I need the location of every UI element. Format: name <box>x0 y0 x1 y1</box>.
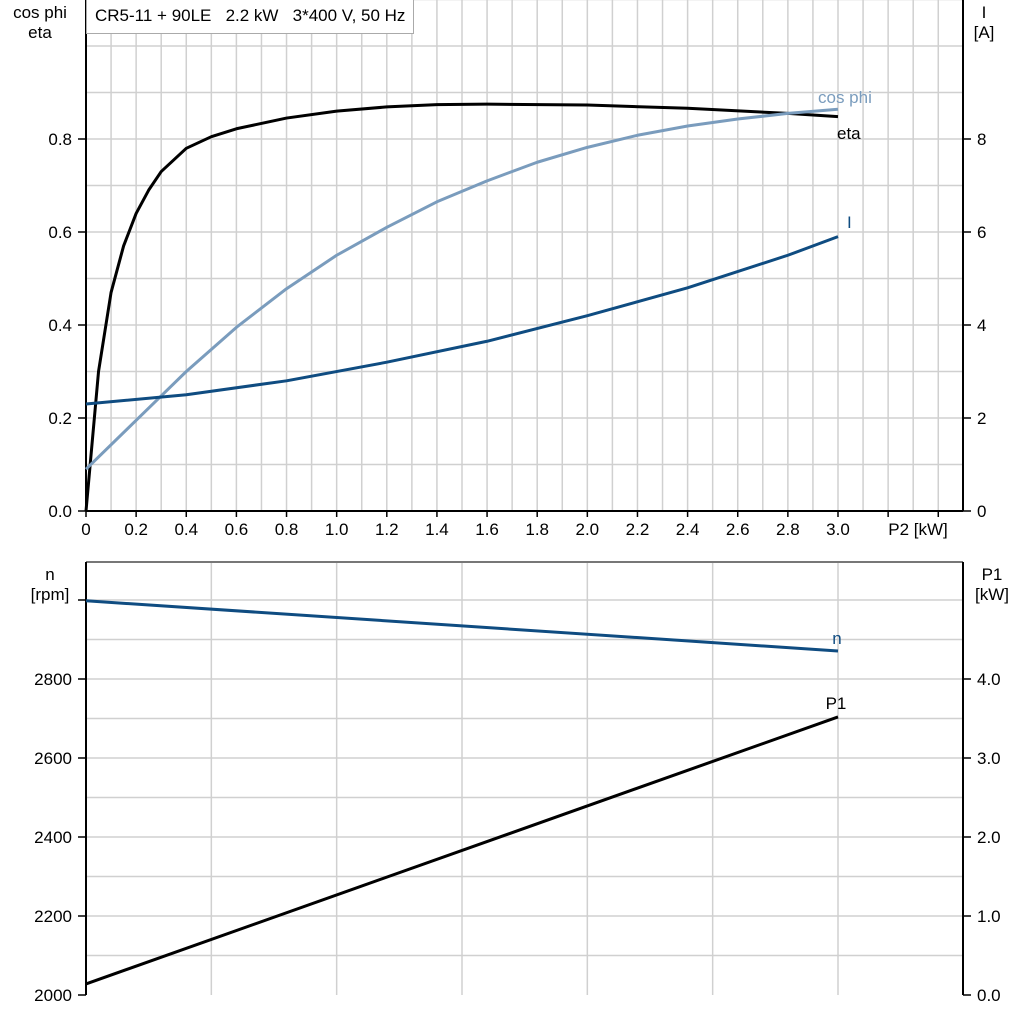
x-tick-label: 1.6 <box>475 520 499 539</box>
x-tick-label: 2.2 <box>626 520 650 539</box>
y-tick-label-left: 0.8 <box>48 130 72 149</box>
x-tick-label: 0 <box>81 520 90 539</box>
y-tick-label-right: 4 <box>977 316 986 335</box>
y-tick-label-left: 2000 <box>34 986 72 1005</box>
chart-title: CR5-11 + 90LE 2.2 kW 3*400 V, 50 Hz <box>86 0 415 34</box>
y-tick-label-left: 0.2 <box>48 409 72 428</box>
y-tick-label-left: 2400 <box>34 828 72 847</box>
series-line-P1 <box>85 715 839 986</box>
x-tick-label: 1.2 <box>375 520 399 539</box>
x-tick-label: 2.4 <box>676 520 700 539</box>
y-tick-label-left: 2800 <box>34 670 72 689</box>
y-axis-label-right: P1 <box>982 565 1003 584</box>
x-tick-label: 2.8 <box>776 520 800 539</box>
x-tick-label: 2.6 <box>726 520 750 539</box>
y-axis-label-right: [A] <box>974 23 995 42</box>
x-tick-label: 0.4 <box>174 520 198 539</box>
y-axis-label-right: [kW] <box>975 585 1009 604</box>
x-tick-label: 1.8 <box>525 520 549 539</box>
x-tick-label: 2.0 <box>576 520 600 539</box>
y-tick-label-right: 2.0 <box>977 828 1001 847</box>
y-tick-label-right: 1.0 <box>977 907 1001 926</box>
y-tick-label-right: 6 <box>977 223 986 242</box>
series-line-eta <box>84 102 839 512</box>
x-axis-label: P2 [kW] <box>888 520 948 539</box>
y-tick-label-left: 0.4 <box>48 316 72 335</box>
series-label-cos-phi: cos phi <box>818 88 872 107</box>
series-label-I: I <box>847 213 852 232</box>
x-tick-label: 0.6 <box>225 520 249 539</box>
y-tick-label-right: 0 <box>977 502 986 521</box>
y-tick-label-left: 0.0 <box>48 502 72 521</box>
y-axis-label-right: I <box>982 3 987 22</box>
y-tick-label-right: 0.0 <box>977 986 1001 1005</box>
y-axis-label-left: eta <box>28 23 52 42</box>
series-label-n: n <box>832 629 841 648</box>
y-tick-label-right: 8 <box>977 130 986 149</box>
y-tick-label-left: 2600 <box>34 749 72 768</box>
x-tick-label: 0.8 <box>275 520 299 539</box>
x-tick-label: 1.0 <box>325 520 349 539</box>
series-line-cos-phi <box>84 107 839 471</box>
y-tick-label-left: 2200 <box>34 907 72 926</box>
y-tick-label-left: 0.6 <box>48 223 72 242</box>
x-tick-label: 3.0 <box>826 520 850 539</box>
y-tick-label-right: 4.0 <box>977 670 1001 689</box>
series-line-n <box>85 599 839 653</box>
y-tick-label-right: 3.0 <box>977 749 1001 768</box>
series-label-eta: eta <box>837 124 861 143</box>
y-axis-label-left: n <box>45 565 54 584</box>
y-axis-label-left: cos phi <box>13 3 67 22</box>
x-tick-label: 0.2 <box>124 520 148 539</box>
y-tick-label-right: 2 <box>977 409 986 428</box>
series-label-P1: P1 <box>826 694 847 713</box>
series-line-I <box>85 235 839 406</box>
y-axis-label-left: [rpm] <box>31 585 70 604</box>
x-tick-label: 1.4 <box>425 520 449 539</box>
